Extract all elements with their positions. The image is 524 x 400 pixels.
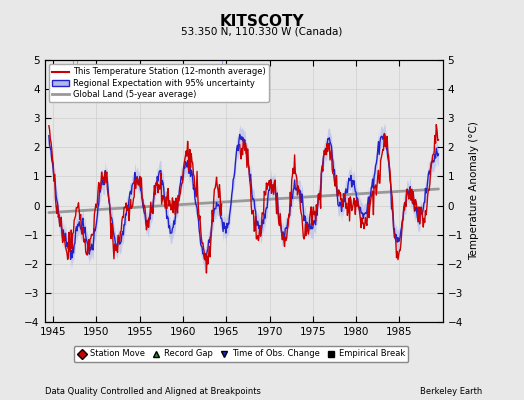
Text: Data Quality Controlled and Aligned at Breakpoints: Data Quality Controlled and Aligned at B… (45, 387, 260, 396)
Text: 53.350 N, 110.330 W (Canada): 53.350 N, 110.330 W (Canada) (181, 26, 343, 36)
Legend: Station Move, Record Gap, Time of Obs. Change, Empirical Break: Station Move, Record Gap, Time of Obs. C… (74, 346, 408, 362)
Text: Berkeley Earth: Berkeley Earth (420, 387, 482, 396)
Legend: This Temperature Station (12-month average), Regional Expectation with 95% uncer: This Temperature Station (12-month avera… (49, 64, 269, 102)
Text: KITSCOTY: KITSCOTY (220, 14, 304, 29)
Y-axis label: Temperature Anomaly (°C): Temperature Anomaly (°C) (468, 122, 478, 260)
